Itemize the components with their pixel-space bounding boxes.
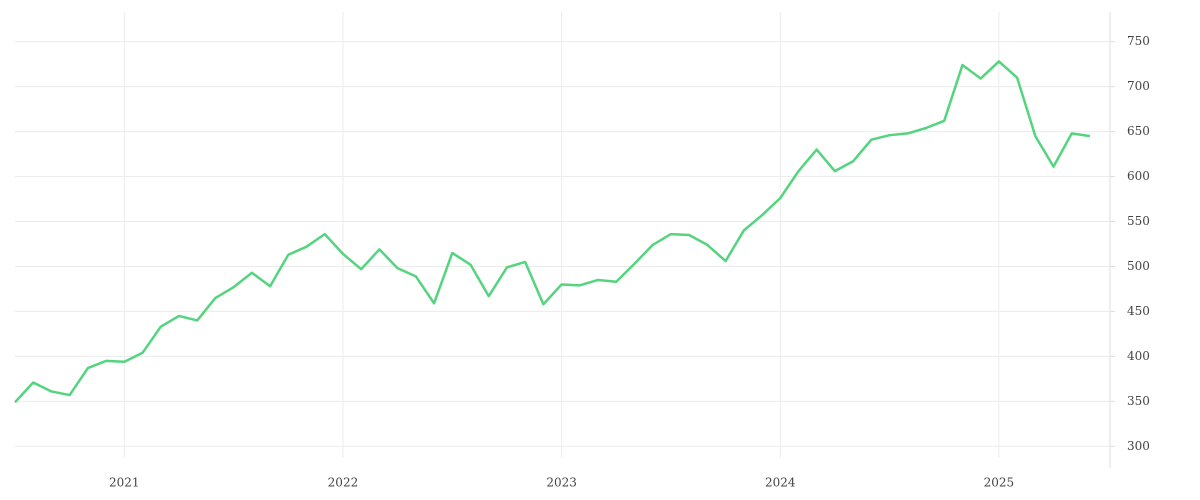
x-tick-label: 2021 <box>109 476 140 490</box>
line-series <box>14 60 1091 404</box>
y-tick-label: 600 <box>1127 169 1150 183</box>
y-tick-label: 350 <box>1127 394 1150 408</box>
y-tick-label: 750 <box>1127 34 1150 48</box>
y-tick-label: 400 <box>1127 349 1150 363</box>
x-tick-label: 2024 <box>765 476 796 490</box>
x-tick-label: 2025 <box>984 476 1015 490</box>
y-tick-label: 700 <box>1127 79 1150 93</box>
x-tick-label: 2023 <box>546 476 577 490</box>
y-tick-label: 500 <box>1127 259 1150 273</box>
y-tick-label: 550 <box>1127 214 1150 228</box>
x-tick-label: 2022 <box>328 476 359 490</box>
y-tick-label: 450 <box>1127 304 1150 318</box>
y-tick-label: 300 <box>1127 439 1150 453</box>
y-tick-label: 650 <box>1127 124 1150 138</box>
